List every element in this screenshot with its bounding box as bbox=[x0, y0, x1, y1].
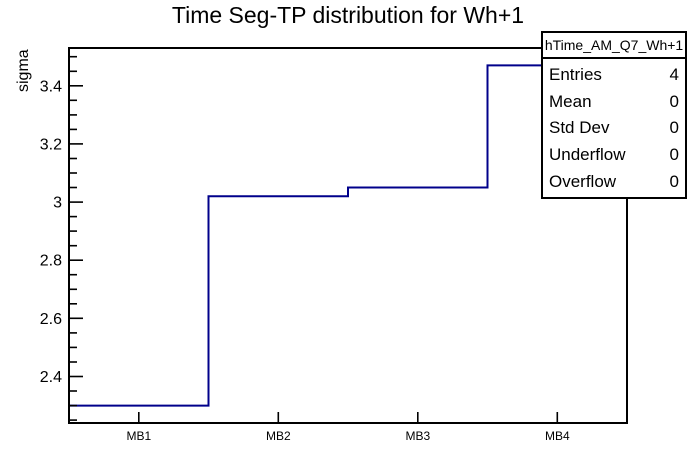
stats-row-value: 0 bbox=[669, 118, 679, 138]
x-tick-label: MB4 bbox=[545, 429, 570, 443]
x-tick-label: MB1 bbox=[126, 429, 151, 443]
y-tick-label: 3 bbox=[53, 195, 62, 212]
y-tick-label: 3.2 bbox=[40, 136, 62, 153]
stats-row: Underflow 0 bbox=[549, 146, 679, 163]
chart-title: Time Seg-TP distribution for Wh+1 bbox=[171, 2, 525, 28]
x-tick-label: MB2 bbox=[266, 429, 291, 443]
y-tick-label: 2.6 bbox=[40, 311, 62, 328]
stats-row-label: Std Dev bbox=[549, 118, 610, 138]
stats-box-title: hTime_AM_Q7_Wh+1 bbox=[543, 33, 685, 59]
stats-row: Mean 0 bbox=[549, 93, 679, 110]
y-tick-label: 2.8 bbox=[40, 253, 62, 270]
stats-row: Overflow 0 bbox=[549, 173, 679, 190]
y-tick-label: 3.4 bbox=[40, 78, 62, 95]
stats-row-value: 0 bbox=[669, 172, 679, 192]
plot-frame bbox=[68, 47, 628, 424]
stats-row-label: Overflow bbox=[549, 172, 617, 192]
stats-row-value: 4 bbox=[669, 64, 679, 84]
stats-rows: Entries 4 Mean 0 Std Dev 0 Underflow 0 Overflow 0 bbox=[543, 59, 685, 197]
stats-row-label: Mean bbox=[549, 91, 592, 111]
stats-row-label: Entries bbox=[549, 64, 602, 84]
y-tick-label: 2.4 bbox=[40, 369, 62, 386]
stats-row: Std Dev 0 bbox=[549, 119, 679, 136]
stats-row-value: 0 bbox=[669, 91, 679, 111]
stats-row-label: Underflow bbox=[549, 145, 626, 165]
stats-row-value: 0 bbox=[669, 145, 679, 165]
stats-box: hTime_AM_Q7_Wh+1 Entries 4 Mean 0 Std Dev 0 Un… bbox=[541, 31, 687, 199]
stats-row: Entries 4 bbox=[549, 66, 679, 83]
x-tick-label: MB3 bbox=[405, 429, 430, 443]
